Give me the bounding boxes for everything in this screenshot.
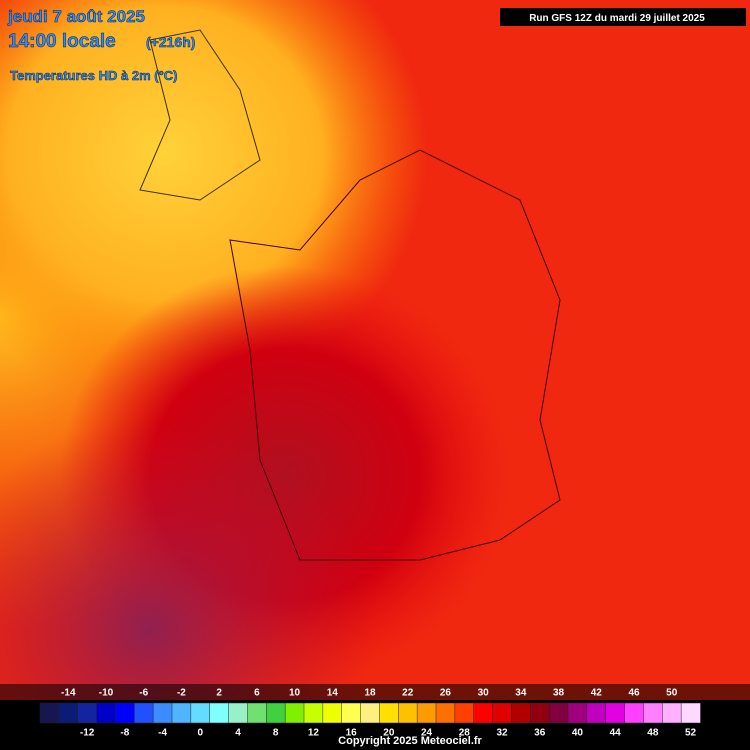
coastline [139, 29, 261, 201]
scale-cell [624, 702, 645, 724]
scale-label: 20 [383, 728, 395, 739]
scale-cell [680, 702, 701, 724]
scale-cell [303, 702, 324, 724]
scale-label: 10 [289, 688, 301, 699]
scale-label: 32 [496, 728, 508, 739]
scale-cell [341, 702, 362, 724]
scale-label: 12 [308, 728, 320, 739]
scale-cell [473, 702, 494, 724]
scale-label: -2 [177, 688, 186, 699]
scale-cell [511, 702, 532, 724]
scale-cell [454, 702, 475, 724]
scale-cell [284, 702, 305, 724]
scale-label: 2 [216, 688, 222, 699]
scale-label: 36 [534, 728, 546, 739]
scale-label: 42 [591, 688, 603, 699]
scale-label: 34 [515, 688, 527, 699]
scale-label: 48 [647, 728, 659, 739]
scale-label: -6 [139, 688, 148, 699]
scale-label: 24 [421, 728, 433, 739]
scale-cell [567, 702, 588, 724]
scale-label: 46 [628, 688, 640, 699]
scale-label: 0 [198, 728, 204, 739]
scale-label: 18 [364, 688, 376, 699]
scale-cell [416, 702, 437, 724]
scale-cell [266, 702, 286, 724]
scale-label: 38 [553, 688, 565, 699]
run-box [500, 8, 746, 26]
scale-cell [586, 702, 607, 724]
scale-label: -4 [158, 728, 167, 739]
field: Temperatures HD à 2m (°C) [10, 68, 178, 83]
date: jeudi 7 août 2025 [7, 7, 145, 26]
scale-label: 26 [440, 688, 452, 699]
scale-label: 6 [254, 688, 260, 699]
scale-cell [379, 702, 400, 724]
scale-cell [209, 702, 230, 724]
scale-cell [190, 702, 211, 724]
scale-label: -8 [120, 728, 129, 739]
scale-cell [171, 702, 192, 724]
scale-cell [152, 702, 173, 724]
scale-label: 14 [327, 688, 339, 699]
map-spain-zone [0, 0, 750, 700]
scale-label: -12 [80, 728, 95, 739]
scale-cell [96, 702, 117, 724]
scale-label: 28 [459, 728, 471, 739]
lead-time: (+216h) [146, 34, 195, 50]
scale-cell [360, 702, 381, 724]
scale-label: 30 [478, 688, 490, 699]
scale-label: 50 [666, 688, 678, 699]
scale-cell [77, 702, 98, 724]
scale-cell [530, 702, 550, 724]
scale-cell [492, 702, 513, 724]
scale-label: -14 [61, 688, 76, 699]
scale-cell [643, 702, 664, 724]
scale-label: 16 [346, 728, 358, 739]
scale-label: 40 [572, 728, 584, 739]
scale-cell [134, 702, 154, 724]
scale-cell [228, 702, 249, 724]
scale-cell [605, 702, 626, 724]
scale-cell [322, 702, 343, 724]
scale-cell [39, 702, 60, 724]
scale-cell [662, 702, 682, 724]
time: 14:00 locale [8, 31, 116, 52]
color-scale: -14-12-10-8-6-4-202468101214161820222426… [39, 688, 701, 739]
scale-cell [435, 702, 456, 724]
scale-label: -10 [99, 688, 114, 699]
run-info: Run GFS 12Z du mardi 29 juillet 2025 [529, 13, 705, 24]
copyright: Copyright 2025 Meteociel.fr [338, 735, 482, 747]
scale-label: 52 [685, 728, 697, 739]
scale-cell [247, 702, 268, 724]
scale-label: 4 [235, 728, 241, 739]
scale-label: 44 [610, 728, 622, 739]
coastline [229, 149, 561, 561]
scale-label: 8 [273, 728, 279, 739]
scale-cell [548, 702, 569, 724]
scale-cell [398, 702, 418, 724]
scale-cell [115, 702, 136, 724]
scale-cell [58, 702, 79, 724]
scale-label: 22 [402, 688, 414, 699]
